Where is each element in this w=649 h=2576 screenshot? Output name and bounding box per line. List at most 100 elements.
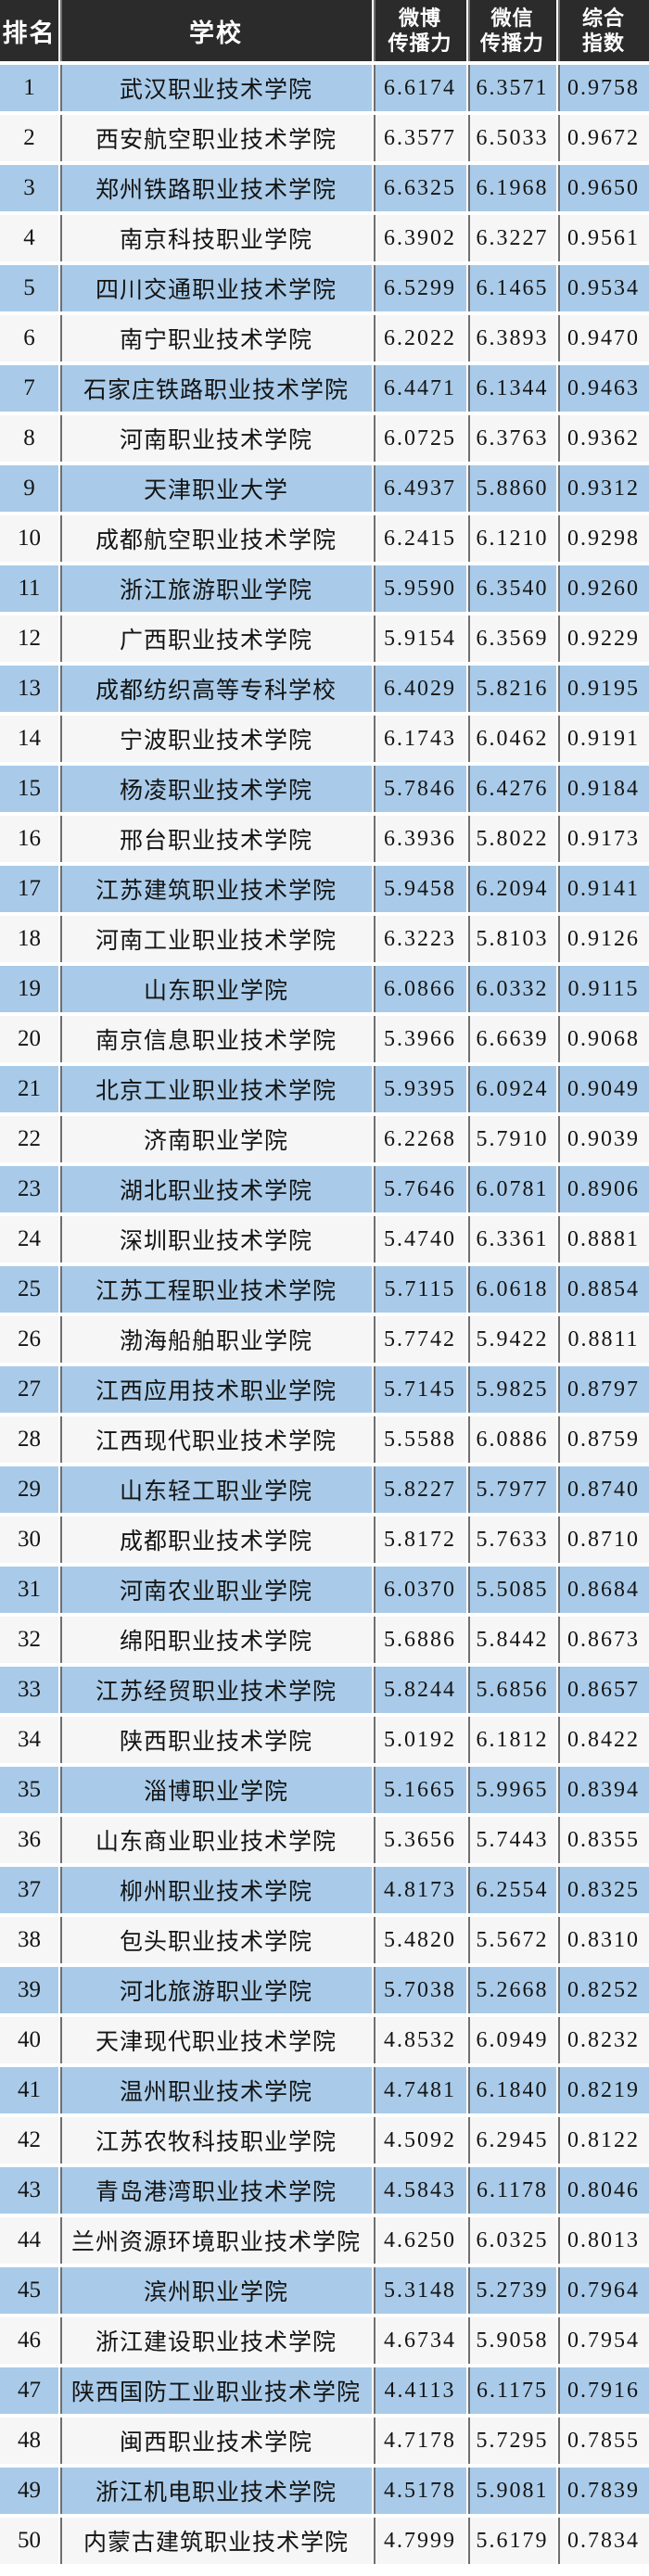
wechat-cell: 6.1840 xyxy=(466,2067,556,2117)
rank-cell: 31 xyxy=(0,1567,58,1617)
index-cell: 0.9115 xyxy=(556,966,649,1016)
index-cell: 0.8310 xyxy=(556,1917,649,1967)
weibo-cell: 5.8172 xyxy=(372,1516,466,1567)
rank-cell: 3 xyxy=(0,165,58,215)
table-row: 5 四川交通职业技术学院 6.5299 6.1465 0.9534 xyxy=(0,265,649,315)
school-cell: 兰州资源环境职业技术学院 xyxy=(58,2217,372,2267)
wechat-cell: 6.1968 xyxy=(466,165,556,215)
index-cell: 0.9195 xyxy=(556,666,649,716)
school-cell: 邢台职业技术学院 xyxy=(58,816,372,866)
index-cell: 0.8740 xyxy=(556,1466,649,1516)
rank-cell: 7 xyxy=(0,365,58,415)
school-cell: 浙江建设职业技术学院 xyxy=(58,2317,372,2367)
weibo-cell: 5.9458 xyxy=(372,866,466,916)
index-cell: 0.9650 xyxy=(556,165,649,215)
table-row: 41 温州职业技术学院 4.7481 6.1840 0.8219 xyxy=(0,2067,649,2117)
rank-cell: 42 xyxy=(0,2117,58,2167)
weibo-cell: 5.8244 xyxy=(372,1667,466,1717)
school-cell: 杨凌职业技术学院 xyxy=(58,766,372,816)
rank-cell: 2 xyxy=(0,115,58,165)
wechat-cell: 6.3571 xyxy=(466,65,556,115)
school-cell: 山东商业职业技术学院 xyxy=(58,1817,372,1867)
wechat-cell: 5.8022 xyxy=(466,816,556,866)
rank-cell: 15 xyxy=(0,766,58,816)
school-cell: 石家庄铁路职业技术学院 xyxy=(58,365,372,415)
table-row: 13 成都纺织高等专科学校 6.4029 5.8216 0.9195 xyxy=(0,666,649,716)
rank-cell: 46 xyxy=(0,2317,58,2367)
weibo-cell: 4.8173 xyxy=(372,1867,466,1917)
index-cell: 0.8422 xyxy=(556,1717,649,1767)
weibo-cell: 4.5178 xyxy=(372,2468,466,2518)
table-row: 44 兰州资源环境职业技术学院 4.6250 6.0325 0.8013 xyxy=(0,2217,649,2267)
weibo-cell: 6.3936 xyxy=(372,816,466,866)
wechat-cell: 6.0924 xyxy=(466,1066,556,1116)
index-cell: 0.8797 xyxy=(556,1366,649,1416)
school-cell: 深圳职业技术学院 xyxy=(58,1216,372,1266)
weibo-cell: 5.7038 xyxy=(372,1967,466,2017)
weibo-cell: 5.0192 xyxy=(372,1717,466,1767)
table-row: 18 河南工业职业技术学院 6.3223 5.8103 0.9126 xyxy=(0,916,649,966)
rank-cell: 49 xyxy=(0,2468,58,2518)
weibo-cell: 6.2415 xyxy=(372,515,466,565)
weibo-cell: 4.6734 xyxy=(372,2317,466,2367)
rank-cell: 1 xyxy=(0,65,58,115)
weibo-cell: 4.5092 xyxy=(372,2117,466,2167)
rank-cell: 25 xyxy=(0,1266,58,1316)
wechat-cell: 6.6639 xyxy=(466,1016,556,1066)
index-cell: 0.8811 xyxy=(556,1316,649,1366)
weibo-cell: 4.7481 xyxy=(372,2067,466,2117)
rank-cell: 18 xyxy=(0,916,58,966)
rank-cell: 28 xyxy=(0,1416,58,1466)
school-cell: 湖北职业技术学院 xyxy=(58,1166,372,1216)
wechat-cell: 6.3893 xyxy=(466,315,556,365)
weibo-cell: 5.3148 xyxy=(372,2267,466,2317)
wechat-cell: 5.7977 xyxy=(466,1466,556,1516)
wechat-cell: 6.0462 xyxy=(466,716,556,766)
wechat-cell: 6.2554 xyxy=(466,1867,556,1917)
table-row: 22 济南职业学院 6.2268 5.7910 0.9039 xyxy=(0,1116,649,1166)
wechat-cell: 6.0332 xyxy=(466,966,556,1016)
school-cell: 江苏经贸职业技术学院 xyxy=(58,1667,372,1717)
index-cell: 0.9534 xyxy=(556,265,649,315)
weibo-cell: 5.1665 xyxy=(372,1767,466,1817)
table-header: 排名 学校 微博 传播力 微信 传播力 综合 指数 xyxy=(0,0,649,65)
school-cell: 浙江机电职业技术学院 xyxy=(58,2468,372,2518)
weibo-cell: 4.4113 xyxy=(372,2367,466,2417)
index-cell: 0.9173 xyxy=(556,816,649,866)
index-cell: 0.8854 xyxy=(556,1266,649,1316)
table-row: 47 陕西国防工业职业技术学院 4.4113 6.1175 0.7916 xyxy=(0,2367,649,2417)
rank-cell: 24 xyxy=(0,1216,58,1266)
school-cell: 河南农业职业学院 xyxy=(58,1567,372,1617)
school-cell: 四川交通职业技术学院 xyxy=(58,265,372,315)
table-row: 1 武汉职业技术学院 6.6174 6.3571 0.9758 xyxy=(0,65,649,115)
school-cell: 江苏工程职业技术学院 xyxy=(58,1266,372,1316)
rank-cell: 39 xyxy=(0,1967,58,2017)
index-cell: 0.9184 xyxy=(556,766,649,816)
index-cell: 0.8252 xyxy=(556,1967,649,2017)
wechat-cell: 6.1465 xyxy=(466,265,556,315)
table-row: 27 江西应用技术职业学院 5.7145 5.9825 0.8797 xyxy=(0,1366,649,1416)
rank-cell: 17 xyxy=(0,866,58,916)
weibo-cell: 6.3223 xyxy=(372,916,466,966)
rank-cell: 13 xyxy=(0,666,58,716)
index-cell: 0.7954 xyxy=(556,2317,649,2367)
wechat-cell: 5.7910 xyxy=(466,1116,556,1166)
index-cell: 0.9126 xyxy=(556,916,649,966)
table-row: 26 渤海船舶职业学院 5.7742 5.9422 0.8811 xyxy=(0,1316,649,1366)
school-cell: 浙江旅游职业学院 xyxy=(58,565,372,615)
school-cell: 西安航空职业技术学院 xyxy=(58,115,372,165)
school-cell: 柳州职业技术学院 xyxy=(58,1867,372,1917)
table-row: 19 山东职业学院 6.0866 6.0332 0.9115 xyxy=(0,966,649,1016)
rank-cell: 12 xyxy=(0,615,58,666)
rank-cell: 11 xyxy=(0,565,58,615)
table-row: 3 郑州铁路职业技术学院 6.6325 6.1968 0.9650 xyxy=(0,165,649,215)
index-cell: 0.9463 xyxy=(556,365,649,415)
index-cell: 0.8881 xyxy=(556,1216,649,1266)
weibo-cell: 4.8532 xyxy=(372,2017,466,2067)
school-cell: 天津现代职业技术学院 xyxy=(58,2017,372,2067)
index-cell: 0.8684 xyxy=(556,1567,649,1617)
wechat-cell: 5.9422 xyxy=(466,1316,556,1366)
wechat-cell: 5.8216 xyxy=(466,666,556,716)
wechat-cell: 6.0618 xyxy=(466,1266,556,1316)
rank-cell: 43 xyxy=(0,2167,58,2217)
